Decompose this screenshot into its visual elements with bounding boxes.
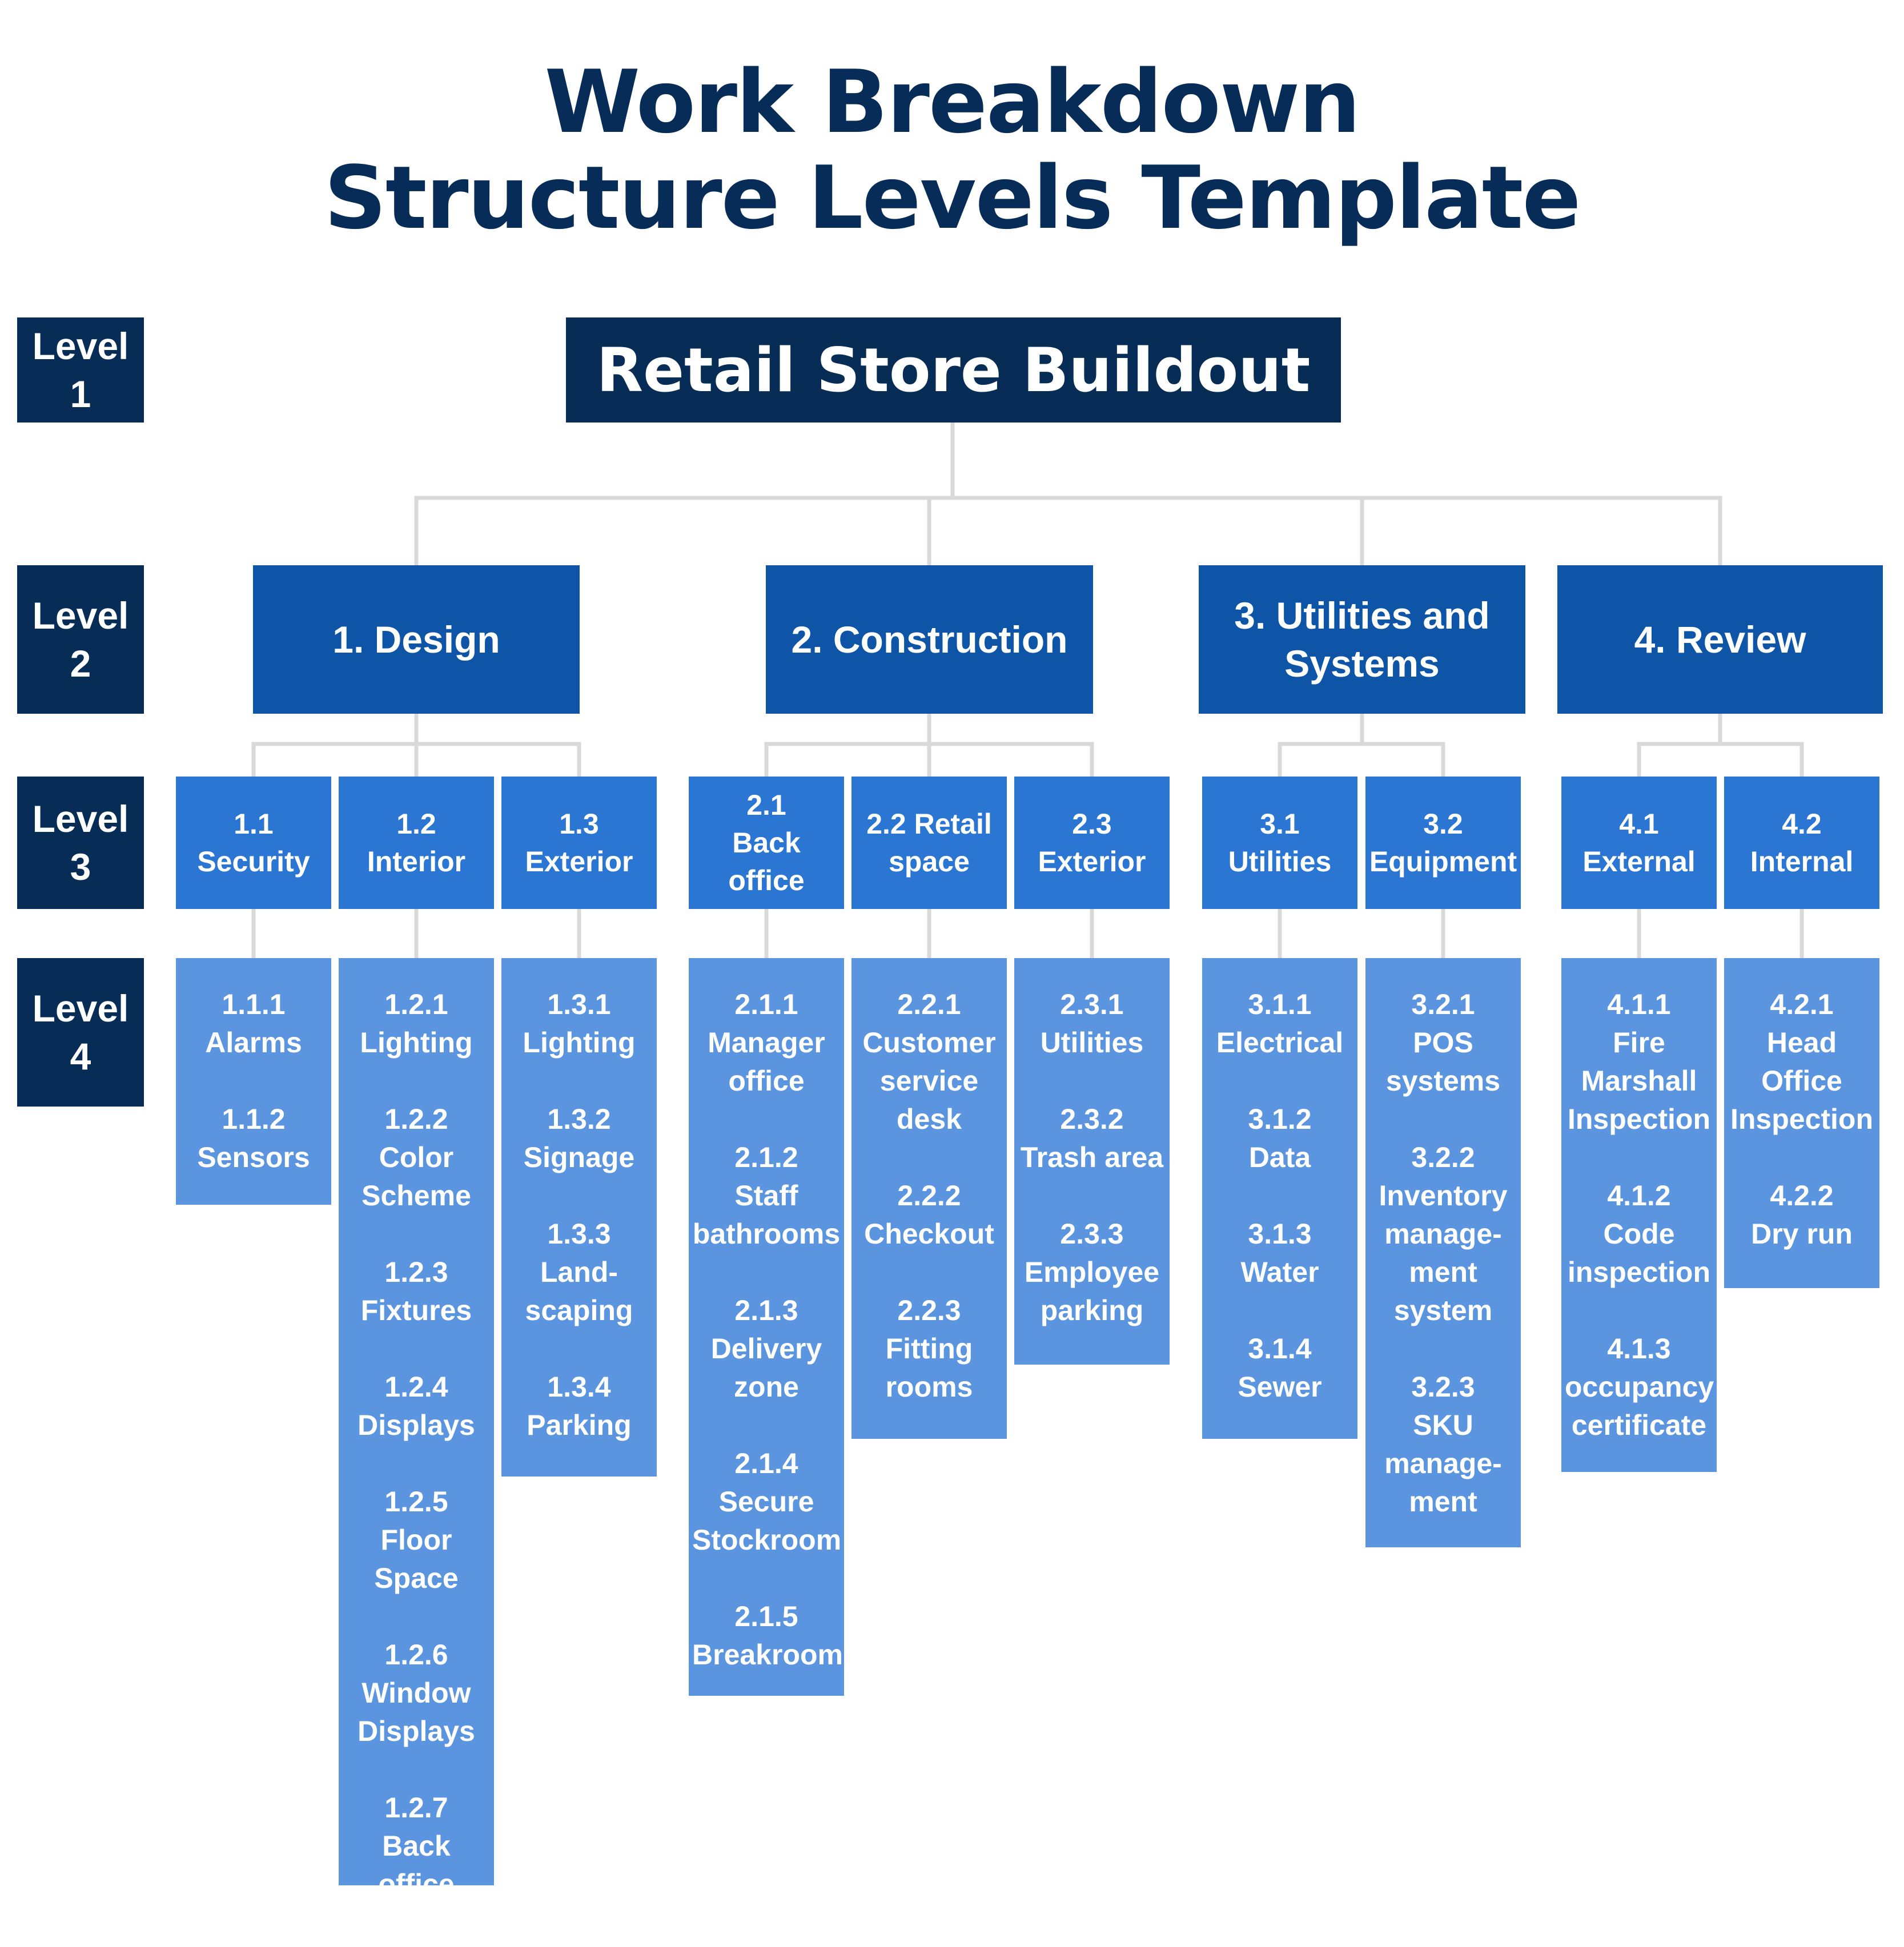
level-3-node: 3.2 Equipment [1365, 777, 1521, 909]
list-item: 4.1.2 Code inspection [1567, 1180, 1711, 1288]
level-3-node: 4.2 Internal [1724, 777, 1879, 909]
list-item: 1.2.4 Displays [357, 1371, 475, 1441]
list-item: 1.3.3 Land- scaping [525, 1218, 633, 1326]
root-node: Retail Store Buildout [566, 317, 1341, 423]
title-line-1: Work Breakdown [544, 51, 1360, 152]
list-item: 4.2.2 Dry run [1751, 1180, 1853, 1250]
list-item: 3.1.4 Sewer [1238, 1333, 1322, 1403]
level-2-node-review: 4. Review [1557, 565, 1883, 714]
list-item: 2.1.4 Secure Stockroom [692, 1447, 842, 1556]
list-item: 2.3.2 Trash area [1020, 1103, 1164, 1173]
level-2-label: Level 2 [17, 565, 144, 714]
page-title: Work Breakdown Structure Levels Template [0, 54, 1904, 246]
level-4-list: 4.2.1 Head Office Inspection 4.2.2 Dry r… [1724, 958, 1879, 1288]
list-item: 3.1.2 Data [1248, 1103, 1312, 1173]
list-item: 3.1.1 Electrical [1216, 988, 1344, 1059]
level-4-list: 1.3.1 Lighting 1.3.2 Signage 1.3.3 Land-… [501, 958, 657, 1477]
level-4-list: 1.1.1 Alarms 1.1.2 Sensors [176, 958, 331, 1205]
list-item: 3.2.1 POS systems [1385, 988, 1501, 1097]
level-3-node: 1.1 Security [176, 777, 331, 909]
list-item: 1.2.3 Fixtures [360, 1256, 472, 1326]
level-3-node: 3.1 Utilities [1202, 777, 1357, 909]
list-item: 1.2.6 Window Displays [357, 1639, 475, 1747]
level-1-label: Level 1 [17, 317, 144, 423]
list-item: 1.2.7 Back office [378, 1792, 455, 1900]
level-2-node-design: 1. Design [253, 565, 580, 714]
level-4-list: 3.2.1 POS systems 3.2.2 Inventory manage… [1365, 958, 1521, 1547]
level-3-label: Level 3 [17, 777, 144, 909]
level-3-node: 2.3 Exterior [1014, 777, 1170, 909]
list-item: 1.3.2 Signage [523, 1103, 635, 1173]
list-item: 2.2.3 Fitting rooms [885, 1294, 973, 1403]
level-4-list: 2.2.1 Customer service desk 2.2.2 Checko… [851, 958, 1007, 1439]
list-item: 3.1.3 Water [1240, 1218, 1319, 1288]
list-item: 1.3.4 Parking [527, 1371, 632, 1441]
level-2-node-construction: 2. Construction [766, 565, 1093, 714]
list-item: 1.3.1 Lighting [523, 988, 636, 1059]
level-3-node: 1.2 Interior [339, 777, 494, 909]
level-3-node: 1.3 Exterior [501, 777, 657, 909]
list-item: 2.1.1 Manager office [708, 988, 825, 1097]
list-item: 1.2.1 Lighting [360, 988, 473, 1059]
level-4-list: 4.1.1 Fire Marshall Inspection 4.1.2 Cod… [1561, 958, 1717, 1472]
list-item: 1.1.2 Sensors [197, 1103, 310, 1173]
list-item: 2.1.2 Staff bathrooms [692, 1141, 841, 1250]
level-4-label: Level 4 [17, 958, 144, 1107]
title-line-2: Structure Levels Template [324, 147, 1581, 248]
level-3-node: 2.2 Retail space [851, 777, 1007, 909]
list-item: 4.1.1 Fire Marshall Inspection [1567, 988, 1711, 1135]
list-item: 1.1.1 Alarms [205, 988, 302, 1059]
list-item: 1.2.5 Floor Space [374, 1486, 459, 1594]
list-item: 2.2.2 Checkout [864, 1180, 994, 1250]
level-4-list: 1.2.1 Lighting 1.2.2 Color Scheme 1.2.3 … [339, 958, 494, 1900]
list-item: 1.2.2 Color Scheme [361, 1103, 471, 1212]
level-4-list: 3.1.1 Electrical 3.1.2 Data 3.1.3 Water … [1202, 958, 1357, 1439]
list-item: 2.2.1 Customer service desk [862, 988, 996, 1135]
level-4-list: 2.3.1 Utilities 2.3.2 Trash area 2.3.3 E… [1014, 958, 1170, 1365]
level-2-node-utilities: 3. Utilities and Systems [1199, 565, 1525, 714]
list-item: 2.1.3 Delivery zone [710, 1294, 822, 1403]
list-item: 3.2.2 Inventory manage- ment system [1379, 1141, 1508, 1326]
list-item: 3.2.3 SKU manage- ment [1384, 1371, 1502, 1518]
level-4-list: 2.1.1 Manager office 2.1.2 Staff bathroo… [689, 958, 844, 1696]
list-item: 4.1.3 occupancy certificate [1565, 1333, 1714, 1441]
list-item: 2.3.3 Employee parking [1024, 1218, 1160, 1326]
list-item: 2.1.5 Breakroom [692, 1600, 843, 1671]
level-3-node: 4.1 External [1561, 777, 1717, 909]
list-item: 2.3.1 Utilities [1040, 988, 1144, 1059]
list-item: 4.2.1 Head Office Inspection [1730, 988, 1874, 1135]
level-3-node: 2.1 Back office [689, 777, 844, 909]
